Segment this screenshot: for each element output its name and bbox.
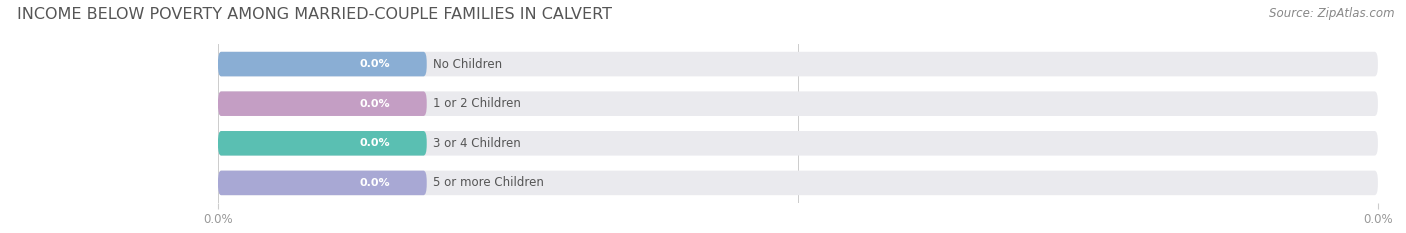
Text: 1 or 2 Children: 1 or 2 Children — [433, 97, 520, 110]
FancyBboxPatch shape — [218, 91, 427, 116]
FancyBboxPatch shape — [218, 171, 427, 195]
Text: 5 or more Children: 5 or more Children — [433, 176, 543, 189]
Text: Source: ZipAtlas.com: Source: ZipAtlas.com — [1270, 7, 1395, 20]
FancyBboxPatch shape — [218, 52, 1378, 76]
FancyBboxPatch shape — [218, 171, 1378, 195]
Text: 0.0%: 0.0% — [359, 178, 389, 188]
FancyBboxPatch shape — [218, 91, 1378, 116]
Text: INCOME BELOW POVERTY AMONG MARRIED-COUPLE FAMILIES IN CALVERT: INCOME BELOW POVERTY AMONG MARRIED-COUPL… — [17, 7, 612, 22]
Text: 3 or 4 Children: 3 or 4 Children — [433, 137, 520, 150]
Text: 0.0%: 0.0% — [359, 59, 389, 69]
Text: 0.0%: 0.0% — [359, 99, 389, 109]
Text: No Children: No Children — [433, 58, 502, 71]
FancyBboxPatch shape — [218, 131, 427, 156]
Text: 0.0%: 0.0% — [359, 138, 389, 148]
FancyBboxPatch shape — [218, 52, 427, 76]
FancyBboxPatch shape — [218, 131, 1378, 156]
